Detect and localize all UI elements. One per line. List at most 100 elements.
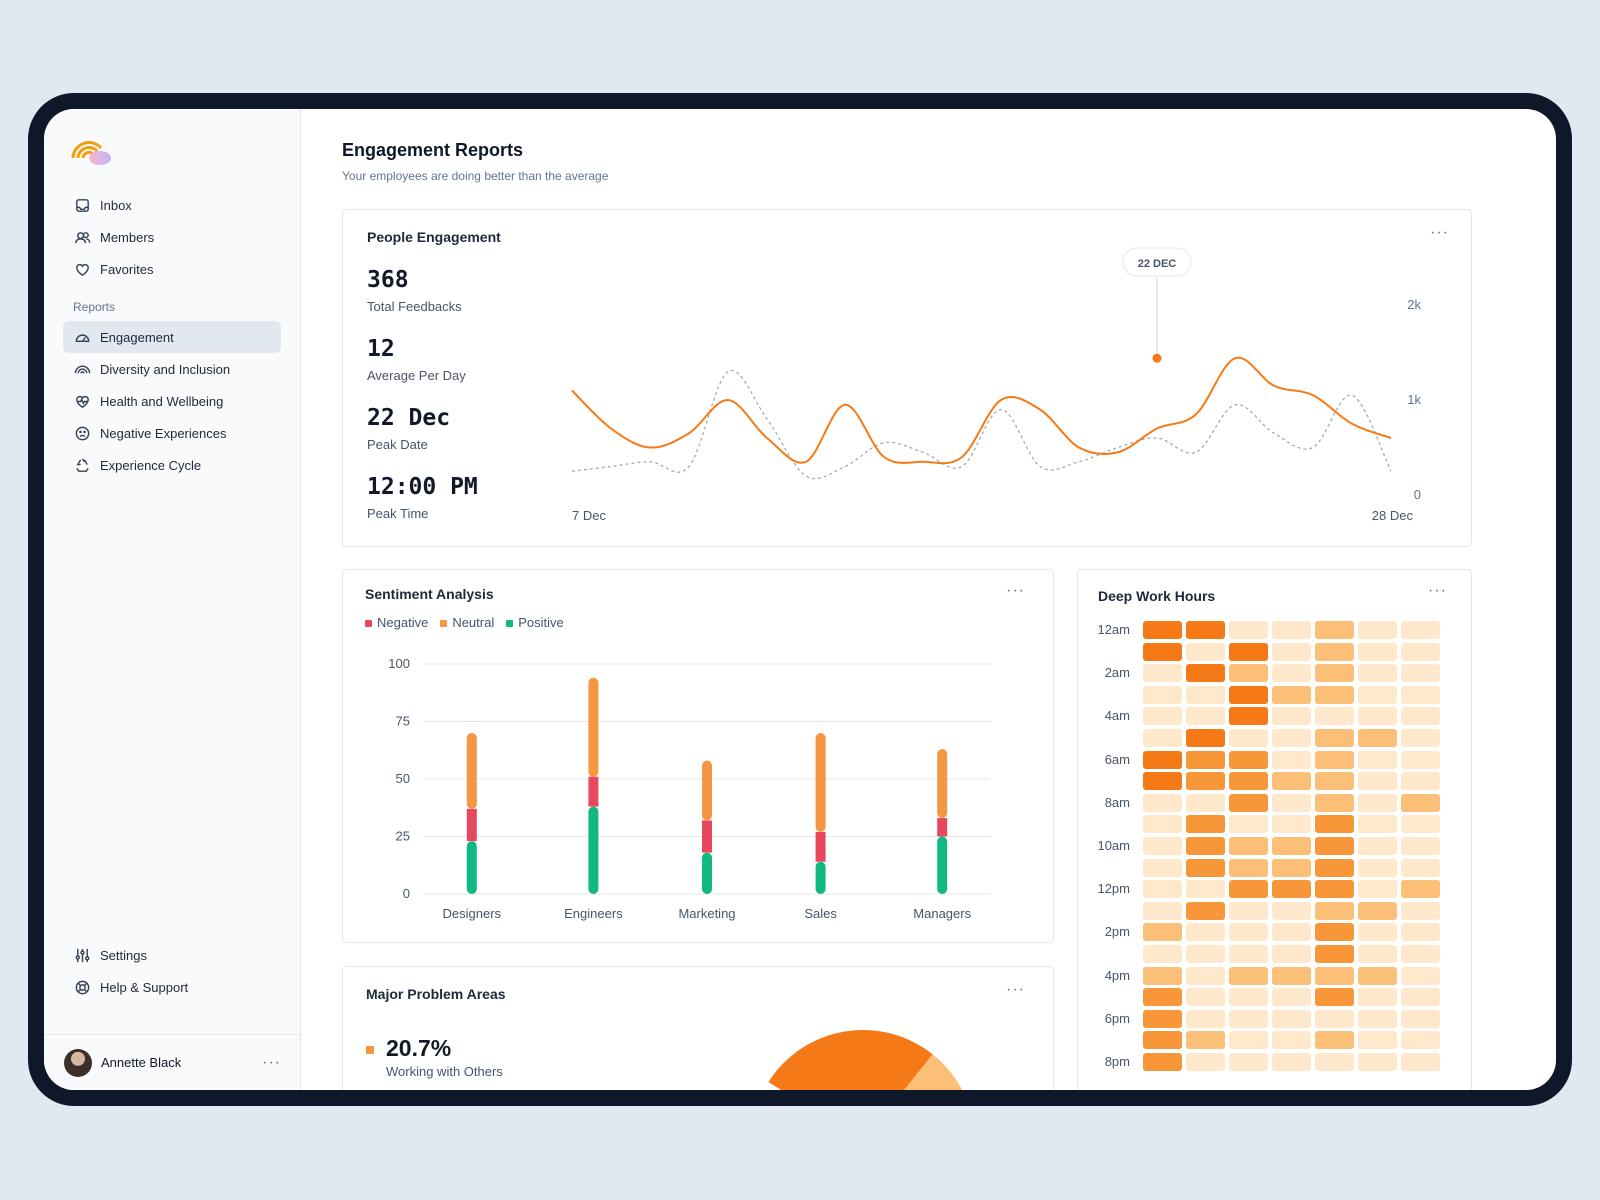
sliders-icon <box>73 946 91 964</box>
heatmap-cell <box>1186 750 1225 769</box>
problems-more-button[interactable]: ··· <box>1006 981 1025 998</box>
heatmap-cell <box>1272 707 1311 726</box>
nav-inbox[interactable]: Inbox <box>63 189 281 221</box>
peak-tooltip-label: 22 DEC <box>1138 258 1177 270</box>
deep-work-heatmap: 12am 2am 4am 6am 8am 10am 12pm 2pm 4pm 6pm 8pm <box>1078 570 1473 1090</box>
problem-label: Working with Others <box>386 1064 503 1079</box>
nav-negative[interactable]: Negative Experiences <box>63 417 281 449</box>
nav-settings[interactable]: Settings <box>63 939 281 971</box>
heatmap-cell <box>1401 621 1440 639</box>
engagement-line-chart: 2k 1k 0 22 DEC 7 Dec 28 Dec <box>571 247 1421 523</box>
deepwork-more-button[interactable]: ··· <box>1428 582 1447 599</box>
x-category-label: Designers <box>443 906 502 921</box>
heatmap-cell <box>1272 1009 1311 1028</box>
nav-label: Inbox <box>100 197 132 213</box>
nav-favorites[interactable]: Favorites <box>63 253 281 285</box>
heatmap-cell <box>1272 901 1311 920</box>
heatmap-cell <box>1358 1031 1397 1050</box>
nav-label: Help & Support <box>100 979 189 995</box>
heatmap-cell <box>1401 880 1440 899</box>
nav-experience-cycle[interactable]: Experience Cycle <box>63 449 281 481</box>
pie-slice <box>768 1030 933 1090</box>
deep-work-hours-card: Deep Work Hours ··· 12am 2am 4am 6am 8am 10am… <box>1077 569 1472 1090</box>
heatmap-cell <box>1315 793 1354 812</box>
heatmap-cell <box>1358 621 1397 639</box>
heatmap-cell <box>1229 945 1268 963</box>
nav-diversity[interactable]: Diversity and Inclusion <box>63 353 281 385</box>
inbox-icon <box>73 196 91 214</box>
heatmap-cell <box>1143 621 1182 639</box>
heatmap-cell <box>1358 923 1397 942</box>
heatmap-cell <box>1186 837 1225 855</box>
user-profile[interactable]: Annette Black ··· <box>44 1034 301 1090</box>
heatmap-cell <box>1272 1053 1311 1071</box>
nav-health[interactable]: Health and Wellbeing <box>63 385 281 417</box>
heatmap-cell <box>1229 1031 1268 1050</box>
y-tick-label: 75 <box>396 714 410 729</box>
heatmap-cell <box>1401 664 1440 683</box>
sentiment-more-button[interactable]: ··· <box>1006 582 1025 599</box>
heatmap-cell <box>1186 1009 1225 1028</box>
heatmap-cell <box>1229 837 1268 855</box>
hour-label: 4am <box>1104 708 1130 724</box>
heatmap-cell <box>1186 707 1225 726</box>
user-menu-button[interactable]: ··· <box>262 1053 281 1071</box>
heatmap-cell <box>1229 772 1268 791</box>
heatmap-cell <box>1143 750 1182 769</box>
heatmap-cell <box>1272 772 1311 791</box>
reports-section-label: Reports <box>73 300 116 314</box>
bar-segment-neutral <box>466 733 477 809</box>
bar-segment-neutral <box>937 749 948 819</box>
card-title: People Engagement <box>367 229 501 245</box>
heatmap-cell <box>1272 1031 1311 1050</box>
nav-help[interactable]: Help & Support <box>63 971 281 1003</box>
kpi-total-feedbacks-value: 368 <box>367 267 409 293</box>
heatmap-cell <box>1315 880 1354 899</box>
heatmap-cell <box>1143 685 1182 704</box>
heatmap-cell <box>1401 772 1440 791</box>
sentiment-bar-chart: 0 25 50 75 100 Designers Engineers Marketing Sal… <box>388 656 991 921</box>
heatmap-cell <box>1143 815 1182 834</box>
people-engagement-card: People Engagement ··· 368 Total Feedback… <box>342 209 1472 547</box>
heatmap-cell <box>1315 923 1354 942</box>
members-icon <box>73 228 91 246</box>
heatmap-cell <box>1143 793 1182 812</box>
heatmap-cell <box>1186 1031 1225 1050</box>
heatmap-cell <box>1186 880 1225 899</box>
page-subtitle: Your employees are doing better than the… <box>342 169 609 183</box>
nav-label: Members <box>100 229 155 245</box>
heatmap-cell <box>1186 858 1225 877</box>
heatmap-cell <box>1358 772 1397 791</box>
heatmap-cell <box>1272 988 1311 1007</box>
x-category-label: Marketing <box>678 906 735 921</box>
engagement-more-button[interactable]: ··· <box>1430 224 1449 241</box>
recycle-icon <box>73 456 91 474</box>
kpi-peak-time-value: 12:00 PM <box>367 474 478 500</box>
heatmap-cell <box>1358 945 1397 963</box>
heatmap-cell <box>1315 621 1354 639</box>
nav-label: Negative Experiences <box>100 425 227 441</box>
heatmap-cell <box>1315 664 1354 683</box>
bar-segment-positive <box>702 852 712 894</box>
bottom-nav: Settings Help & Support <box>63 939 281 1003</box>
heatmap-cell <box>1186 966 1225 985</box>
nav-engagement[interactable]: Engagement <box>63 321 281 353</box>
bar-segment-negative <box>466 808 477 842</box>
kpi-peak-date-label: Peak Date <box>367 437 428 452</box>
heatmap-cell <box>1358 729 1397 747</box>
heatmap-cell <box>1401 923 1440 942</box>
heatmap-cell <box>1272 750 1311 769</box>
nav-members[interactable]: Members <box>63 221 281 253</box>
heatmap-cell <box>1143 966 1182 985</box>
heatmap-cell <box>1143 729 1182 747</box>
bar-segment-negative <box>588 776 599 807</box>
heatmap-cell <box>1315 707 1354 726</box>
rainbow-icon <box>73 360 91 378</box>
heartbeat-icon <box>73 392 91 410</box>
gauge-icon <box>73 328 91 346</box>
heatmap-cell <box>1358 664 1397 683</box>
bar-segment-neutral <box>815 733 826 832</box>
heatmap-cell <box>1186 815 1225 834</box>
heatmap-cell <box>1272 966 1311 985</box>
heatmap-cell <box>1358 815 1397 834</box>
